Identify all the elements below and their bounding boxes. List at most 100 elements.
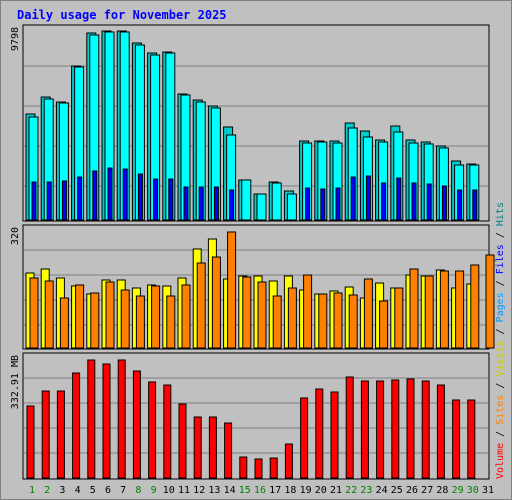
bar-volume-day-22 xyxy=(345,376,354,479)
bar-sites-day-27 xyxy=(424,275,434,349)
x-tick-label-6: 6 xyxy=(105,485,111,496)
x-tick-label-13: 13 xyxy=(208,485,220,496)
bar-volume-day-19 xyxy=(300,397,309,479)
bar-pages-day-13 xyxy=(213,186,219,221)
bar-pages-day-3 xyxy=(61,180,67,221)
bar-sites-day-18 xyxy=(287,287,297,349)
bar-pages-day-4 xyxy=(77,176,83,221)
x-tick-label-10: 10 xyxy=(163,485,175,496)
bar-volume-day-12 xyxy=(193,416,202,479)
bar-sites-day-25 xyxy=(394,287,404,349)
bar-volume-day-30 xyxy=(467,399,476,479)
x-tick-label-20: 20 xyxy=(315,485,327,496)
bar-pages-day-6 xyxy=(107,167,113,221)
bar-volume-day-11 xyxy=(178,403,187,479)
x-tick-label-16: 16 xyxy=(254,485,266,496)
legend-files: Files xyxy=(495,244,506,274)
x-tick-label-17: 17 xyxy=(269,485,281,496)
x-tick-label-19: 19 xyxy=(300,485,312,496)
y-max-label-bottom: 332.91 MB xyxy=(10,355,21,409)
bar-pages-day-23 xyxy=(365,175,371,221)
x-tick-label-25: 25 xyxy=(391,485,403,496)
bar-pages-day-12 xyxy=(198,186,204,221)
legend-separator: / xyxy=(495,226,506,244)
bar-files-day-18 xyxy=(286,193,297,221)
x-tick-label-11: 11 xyxy=(178,485,190,496)
x-tick-label-18: 18 xyxy=(284,485,296,496)
bar-sites-day-28 xyxy=(439,270,449,349)
bar-sites-day-11 xyxy=(181,284,191,349)
bar-volume-day-1 xyxy=(26,405,35,479)
bar-sites-day-31 xyxy=(485,254,495,349)
x-tick-label-4: 4 xyxy=(75,485,81,496)
legend-volume: Volume xyxy=(495,443,506,479)
bar-sites-day-3 xyxy=(59,297,69,349)
bar-sites-day-1 xyxy=(29,277,39,349)
bar-sites-day-14 xyxy=(227,231,237,349)
legend-sites: Sites xyxy=(495,395,506,425)
bar-volume-day-6 xyxy=(102,363,111,479)
bar-pages-day-22 xyxy=(350,176,356,221)
bar-files-day-15 xyxy=(241,179,252,221)
bar-volume-day-15 xyxy=(239,456,248,479)
bar-pages-day-30 xyxy=(472,189,478,221)
bar-pages-day-8 xyxy=(137,173,143,221)
bar-volume-day-23 xyxy=(360,380,369,479)
bar-pages-day-21 xyxy=(335,187,341,221)
bar-sites-day-2 xyxy=(44,280,54,349)
bar-sites-day-12 xyxy=(196,262,206,349)
x-tick-label-23: 23 xyxy=(360,485,372,496)
x-tick-label-30: 30 xyxy=(467,485,479,496)
bar-sites-day-8 xyxy=(135,295,145,349)
chart-title: Daily usage for November 2025 xyxy=(17,8,227,22)
bar-volume-day-17 xyxy=(269,457,278,479)
x-tick-label-22: 22 xyxy=(345,485,357,496)
bar-sites-day-7 xyxy=(120,289,130,349)
bar-pages-day-11 xyxy=(183,186,189,221)
bar-pages-day-24 xyxy=(381,182,387,221)
bar-pages-day-26 xyxy=(411,182,417,221)
x-tick-label-21: 21 xyxy=(330,485,342,496)
bar-sites-day-17 xyxy=(272,295,282,349)
bar-pages-day-9 xyxy=(153,178,159,221)
bar-volume-day-2 xyxy=(41,390,50,479)
x-tick-label-31: 31 xyxy=(482,485,494,496)
x-tick-label-8: 8 xyxy=(135,485,141,496)
bar-sites-day-21 xyxy=(333,292,343,349)
bar-sites-day-19 xyxy=(303,274,313,349)
bar-pages-day-19 xyxy=(305,187,311,221)
legend-pages: Pages xyxy=(495,292,506,322)
bar-sites-day-24 xyxy=(379,300,389,349)
bar-volume-day-4 xyxy=(72,372,81,479)
bar-volume-day-25 xyxy=(391,379,400,479)
bar-volume-day-14 xyxy=(224,422,233,479)
x-tick-label-1: 1 xyxy=(29,485,35,496)
x-tick-label-27: 27 xyxy=(421,485,433,496)
x-tick-label-26: 26 xyxy=(406,485,418,496)
x-tick-label-9: 9 xyxy=(151,485,157,496)
bar-volume-day-26 xyxy=(406,378,415,479)
bar-sites-day-26 xyxy=(409,268,419,349)
bar-pages-day-28 xyxy=(441,185,447,221)
bar-files-day-17 xyxy=(271,182,282,221)
bar-sites-day-13 xyxy=(211,256,221,349)
legend-separator: / xyxy=(495,274,506,292)
bar-sites-day-4 xyxy=(75,284,85,349)
x-tick-label-5: 5 xyxy=(90,485,96,496)
bar-volume-day-13 xyxy=(208,416,217,479)
bar-files-day-16 xyxy=(256,193,267,221)
bar-sites-day-6 xyxy=(105,281,115,349)
series-legend: Volume / Sites / Visits / Pages / Files … xyxy=(495,202,506,479)
bar-volume-day-10 xyxy=(163,384,172,479)
bar-pages-day-27 xyxy=(426,183,432,221)
bar-volume-day-3 xyxy=(56,390,65,479)
bar-volume-day-18 xyxy=(284,443,293,479)
x-tick-label-3: 3 xyxy=(59,485,65,496)
x-tick-label-14: 14 xyxy=(224,485,236,496)
x-tick-label-12: 12 xyxy=(193,485,205,496)
bar-volume-day-5 xyxy=(87,359,96,479)
x-tick-label-28: 28 xyxy=(436,485,448,496)
bar-sites-day-29 xyxy=(455,270,465,349)
bar-pages-day-1 xyxy=(31,181,37,221)
bar-pages-day-29 xyxy=(457,189,463,221)
